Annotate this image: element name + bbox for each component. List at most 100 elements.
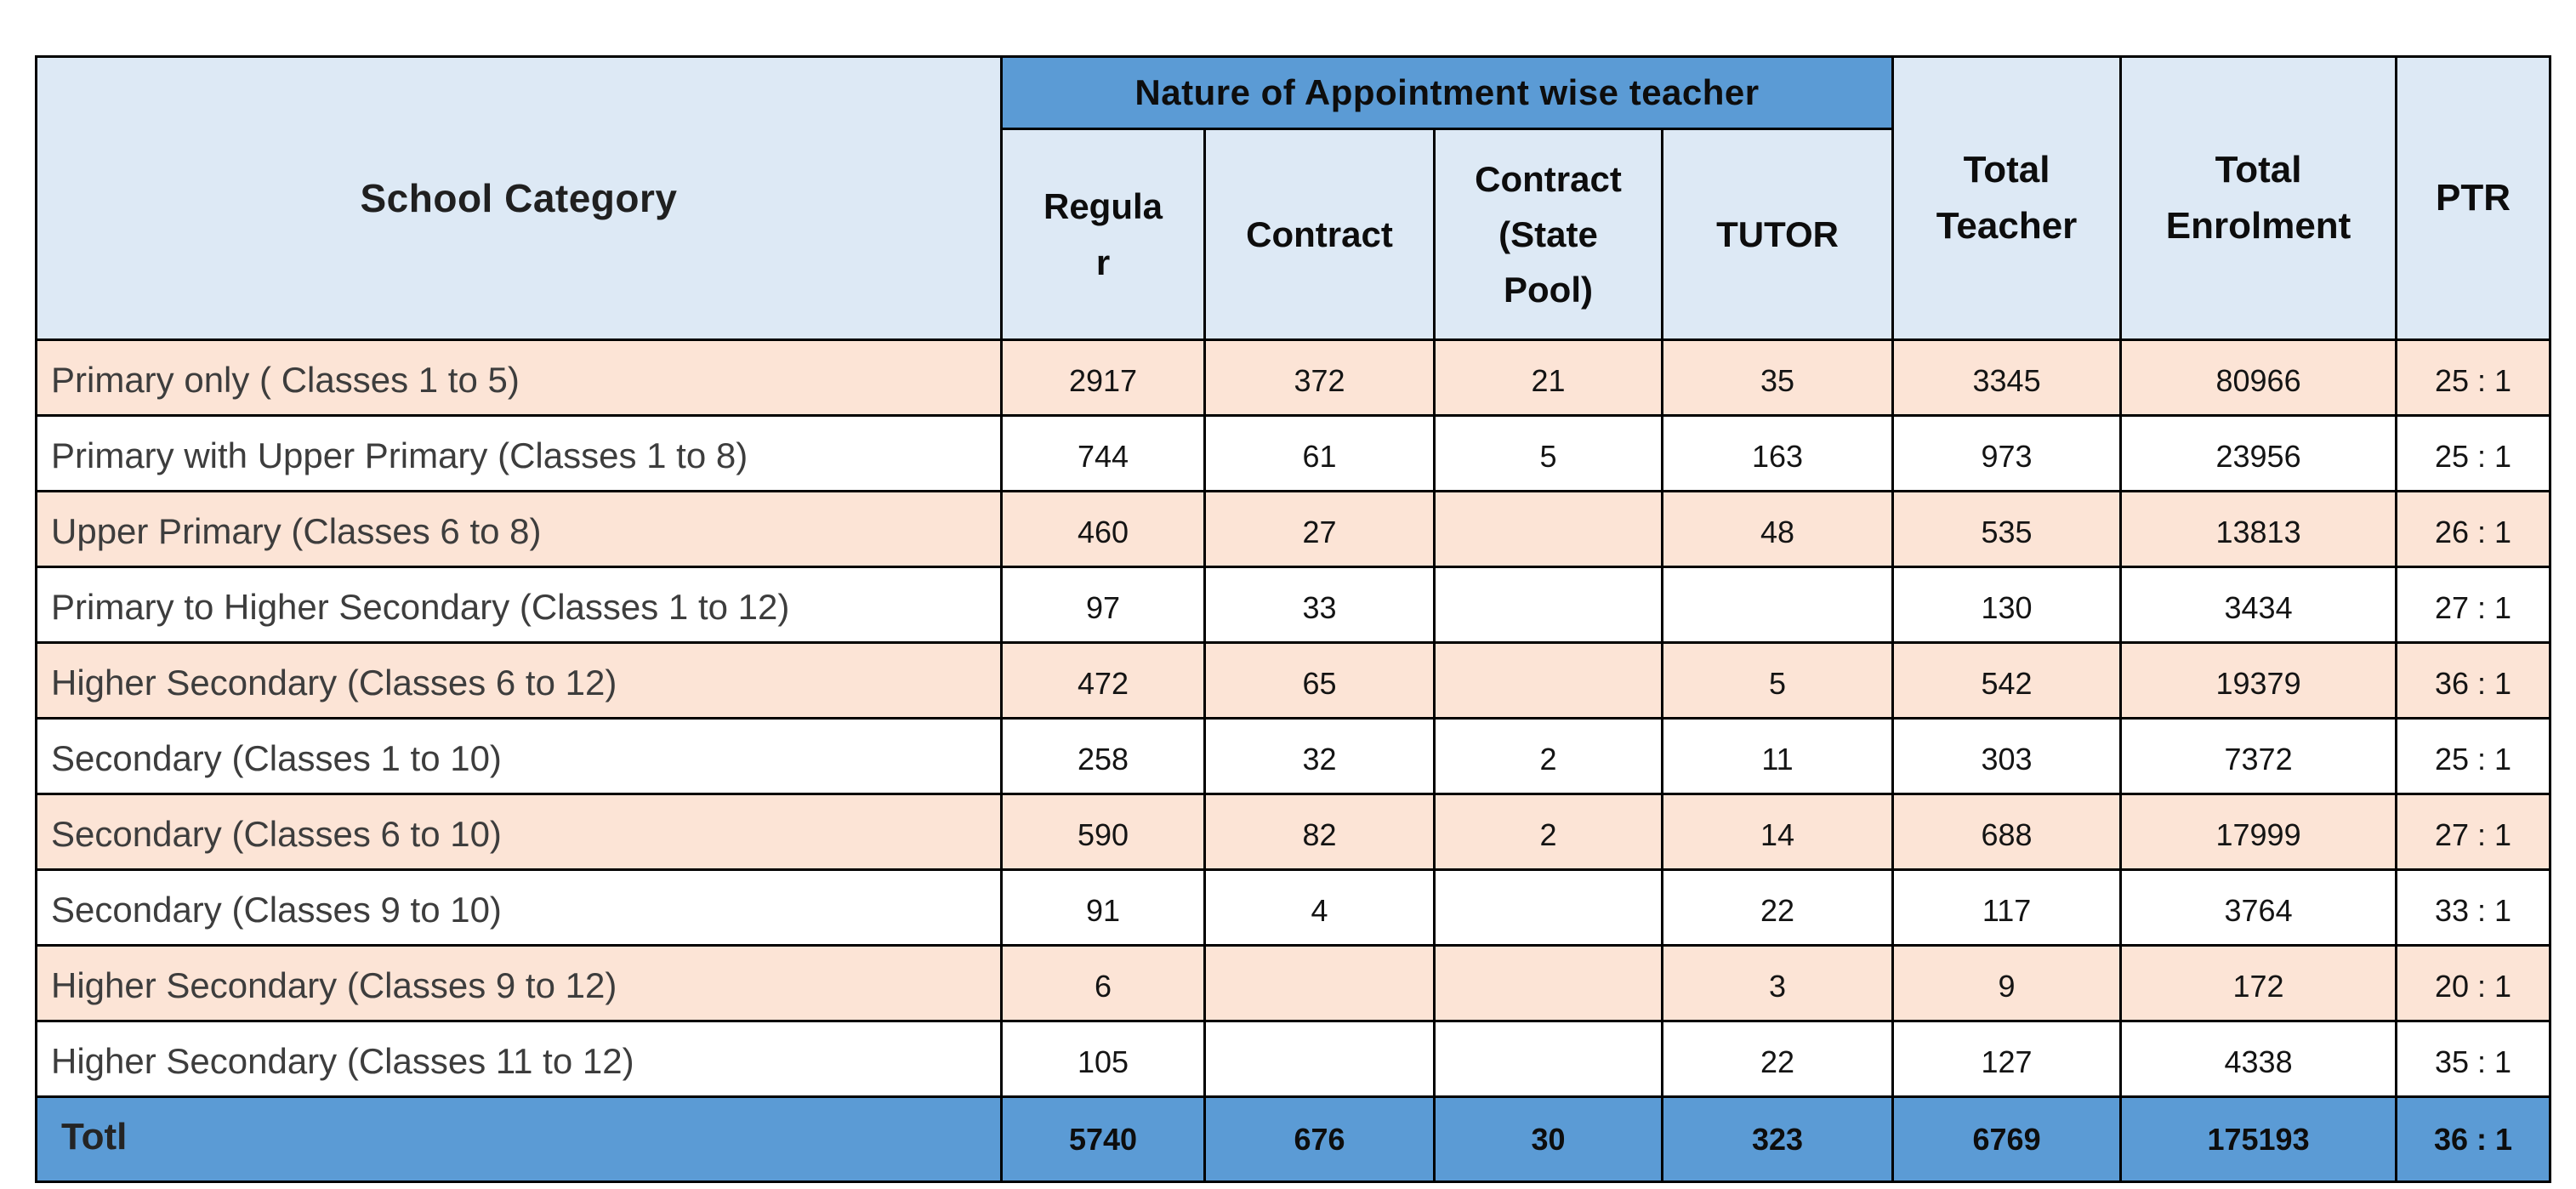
cell-value: 35 — [1660, 338, 1895, 417]
cell-value: 744 — [1000, 414, 1206, 492]
table-row: Higher Secondary (Classes 9 to 12) 6 3 9 172… — [35, 944, 2552, 1022]
row-category: Higher Secondary (Classes 9 to 12) — [35, 944, 1003, 1022]
total-teacher-header: Total Teacher — [1891, 55, 2123, 341]
cell-value: 2 — [1433, 717, 1663, 795]
table-header: School Category Nature of Appointment wi… — [35, 55, 2552, 341]
cell-value: 14 — [1660, 793, 1895, 871]
row-category: Secondary (Classes 9 to 10) — [35, 868, 1003, 947]
total-enrolment-header: Total Enrolment — [2119, 55, 2398, 341]
cell-value: 127 — [1891, 1020, 2123, 1098]
total-cell-value: 676 — [1203, 1095, 1436, 1183]
cell-value: 973 — [1891, 414, 2123, 492]
cell-value — [1203, 944, 1436, 1022]
row-category: Higher Secondary (Classes 11 to 12) — [35, 1020, 1003, 1098]
tutor-column-header: TUTOR — [1660, 128, 1895, 341]
cell-value: 2917 — [1000, 338, 1206, 417]
cell-value — [1433, 641, 1663, 720]
cell-value: 65 — [1203, 641, 1436, 720]
cell-value: 688 — [1891, 793, 2123, 871]
table-row: Primary with Upper Primary (Classes 1 to… — [35, 414, 2552, 492]
cell-value: 23956 — [2119, 414, 2398, 492]
cell-value: 27 — [1203, 490, 1436, 568]
school-category-header: School Category — [35, 55, 1003, 341]
cell-value: 3 — [1660, 944, 1895, 1022]
cell-value: 7372 — [2119, 717, 2398, 795]
teacher-appointment-table: School Category Nature of Appointment wi… — [35, 55, 2552, 1183]
cell-value: 460 — [1000, 490, 1206, 568]
cell-value — [1660, 566, 1895, 644]
cell-value: 27 : 1 — [2395, 793, 2552, 871]
cell-value: 97 — [1000, 566, 1206, 644]
cell-value — [1433, 944, 1663, 1022]
cell-value — [1433, 868, 1663, 947]
cell-value — [1433, 490, 1663, 568]
cell-value: 172 — [2119, 944, 2398, 1022]
total-cell-value: 175193 — [2119, 1095, 2398, 1183]
cell-value: 6 — [1000, 944, 1206, 1022]
cell-value: 163 — [1660, 414, 1895, 492]
cell-value: 25 : 1 — [2395, 717, 2552, 795]
header-row-top: School Category Nature of Appointment wi… — [35, 55, 2552, 341]
row-category: Higher Secondary (Classes 6 to 12) — [35, 641, 1003, 720]
cell-value: 25 : 1 — [2395, 338, 2552, 417]
total-cell-value: 5740 — [1000, 1095, 1206, 1183]
cell-value: 303 — [1891, 717, 2123, 795]
cell-value: 61 — [1203, 414, 1436, 492]
contract-column-header: Contract — [1203, 128, 1436, 341]
cell-value: 22 — [1660, 1020, 1895, 1098]
cell-value: 372 — [1203, 338, 1436, 417]
cell-value: 258 — [1000, 717, 1206, 795]
cell-value: 130 — [1891, 566, 2123, 644]
table-row: Secondary (Classes 6 to 10) 590 82 2 14 688 17… — [35, 793, 2552, 871]
cell-value — [1433, 1020, 1663, 1098]
cell-value: 5 — [1433, 414, 1663, 492]
cell-value: 3345 — [1891, 338, 2123, 417]
row-category: Primary with Upper Primary (Classes 1 to… — [35, 414, 1003, 492]
cell-value — [1203, 1020, 1436, 1098]
cell-value: 19379 — [2119, 641, 2398, 720]
cell-value: 9 — [1891, 944, 2123, 1022]
row-category: Primary only ( Classes 1 to 5) — [35, 338, 1003, 417]
total-cell-value: 30 — [1433, 1095, 1663, 1183]
row-category: Upper Primary (Classes 6 to 8) — [35, 490, 1003, 568]
cell-value: 32 — [1203, 717, 1436, 795]
cell-value: 105 — [1000, 1020, 1206, 1098]
total-cell-value: 36 : 1 — [2395, 1095, 2552, 1183]
appointment-group-header: Nature of Appointment wise teacher — [999, 55, 1895, 130]
ptr-header: PTR — [2395, 55, 2552, 341]
regular-column-label: Regular — [1043, 186, 1163, 282]
cell-value: 535 — [1891, 490, 2123, 568]
table-row: Primary to Higher Secondary (Classes 1 t… — [35, 566, 2552, 644]
cell-value: 5 — [1660, 641, 1895, 720]
total-cell-value: 6769 — [1891, 1095, 2123, 1183]
table-row: Upper Primary (Classes 6 to 8) 460 27 48 535… — [35, 490, 2552, 568]
total-cell-value: 323 — [1660, 1095, 1895, 1183]
cell-value: 472 — [1000, 641, 1206, 720]
cell-value: 590 — [1000, 793, 1206, 871]
cell-value: 20 : 1 — [2395, 944, 2552, 1022]
table-body: Primary only ( Classes 1 to 5) 2917 372 2 1 3… — [35, 338, 2552, 1183]
table-row: Secondary (Classes 1 to 10) 258 32 2 11 303 73… — [35, 717, 2552, 795]
cell-value: 4 — [1203, 868, 1436, 947]
cell-value: 82 — [1203, 793, 1436, 871]
cell-value: 36 : 1 — [2395, 641, 2552, 720]
cell-value: 13813 — [2119, 490, 2398, 568]
cell-value: 4338 — [2119, 1020, 2398, 1098]
cell-value: 91 — [1000, 868, 1206, 947]
cell-value: 117 — [1891, 868, 2123, 947]
regular-column-header: Regular — [1000, 128, 1206, 341]
cell-value: 27 : 1 — [2395, 566, 2552, 644]
cell-value: 26 : 1 — [2395, 490, 2552, 568]
row-category: Secondary (Classes 1 to 10) — [35, 717, 1003, 795]
contract-state-pool-column-header: Contract (State Pool) — [1433, 128, 1663, 341]
row-category: Secondary (Classes 6 to 10) — [35, 793, 1003, 871]
cell-value: 3764 — [2119, 868, 2398, 947]
cell-value: 11 — [1660, 717, 1895, 795]
cell-value: 48 — [1660, 490, 1895, 568]
cell-value: 35 : 1 — [2395, 1020, 2552, 1098]
row-category: Primary to Higher Secondary (Classes 1 t… — [35, 566, 1003, 644]
table-row: Secondary (Classes 9 to 10) 91 4 22 117 3764 3… — [35, 868, 2552, 947]
total-label: Totl — [35, 1095, 1003, 1183]
header-row-sub: Regular Contract Contract (State Pool) T… — [37, 128, 2550, 341]
cell-value: 3434 — [2119, 566, 2398, 644]
